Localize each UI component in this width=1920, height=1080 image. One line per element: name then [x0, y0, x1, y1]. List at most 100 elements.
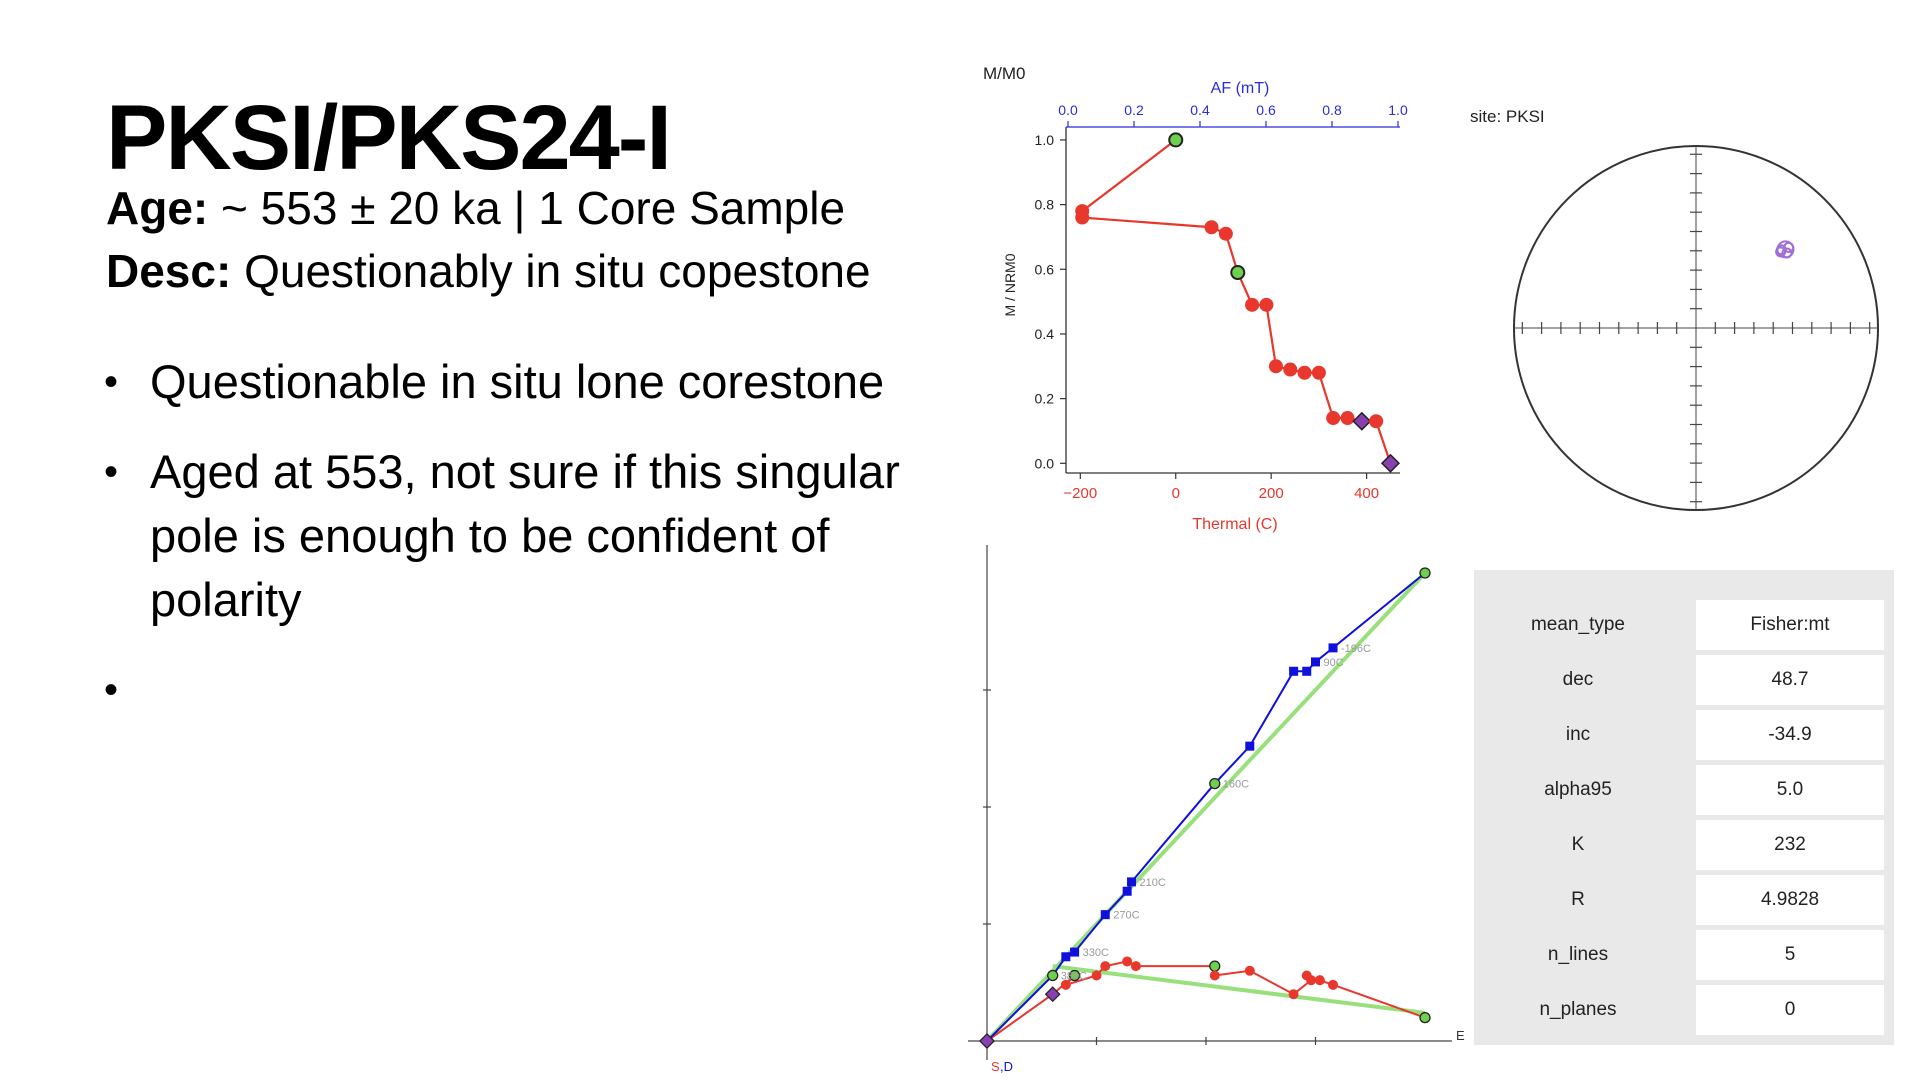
demag-point	[1297, 365, 1312, 380]
zij-horizontal-point	[1311, 657, 1320, 667]
zijderveld-plot: E S ,D 380C 330C 270C 210C 160C 90C -196C	[968, 545, 1465, 1074]
zij-vertical-point	[1244, 965, 1255, 976]
af-tick-label: 1.0	[1388, 102, 1408, 118]
demag-y-tick-label: 1.0	[1035, 132, 1055, 148]
stats-value: 5	[1696, 930, 1884, 980]
demag-point	[1369, 414, 1384, 429]
demag-y-tick-label: 0.4	[1035, 326, 1055, 342]
demag-point	[1268, 359, 1283, 374]
stereonet-direction	[1783, 241, 1795, 253]
af-tick-label: 0.0	[1058, 102, 1078, 118]
zij-fit-line	[1052, 964, 1426, 1015]
zij-horizontal-point-selected	[1419, 567, 1431, 579]
zij-vertical-point	[1100, 961, 1111, 972]
thermal-tick-label: −200	[1063, 485, 1097, 502]
stats-value: 232	[1696, 820, 1884, 870]
zij-vertical-point	[1301, 970, 1312, 981]
desc-line: Desc: Questionably in situ copestone	[106, 243, 871, 299]
zij-step-label: -196C	[1341, 643, 1371, 655]
zij-step-label: 380C	[1061, 970, 1087, 982]
thermal-axis-ticks: −200 0 200 400	[1063, 473, 1379, 502]
zij-vertical-point	[1130, 961, 1141, 972]
demag-point	[1259, 297, 1274, 312]
zij-step-label: 160C	[1223, 779, 1249, 791]
stereonet-crosshair	[1514, 146, 1878, 510]
desc-value: Questionably in situ copestone	[244, 245, 871, 297]
bullet-item: Questionable in situ lone corestone	[104, 350, 984, 414]
af-tick-label: 0.4	[1190, 102, 1210, 118]
stats-key: alpha95	[1544, 779, 1612, 800]
stats-row: K 232	[1474, 820, 1894, 875]
stats-row: n_planes 0	[1474, 985, 1894, 1040]
zij-fit-lines	[985, 571, 1427, 1043]
af-tick-label: 0.6	[1256, 102, 1276, 118]
stats-value: Fisher:mt	[1696, 600, 1884, 650]
zij-step-label: 210C	[1140, 877, 1166, 889]
demag-y-tick-label: 0.8	[1035, 197, 1055, 213]
zij-horizontal-point	[1127, 877, 1137, 887]
stats-key: dec	[1562, 669, 1594, 690]
demag-point-rejected	[1380, 453, 1401, 473]
stereonet-directions	[1775, 240, 1795, 259]
desc-label: Desc:	[106, 245, 232, 297]
af-axis-label: AF (mT)	[1211, 80, 1270, 97]
bullet-item: Aged at 553, not sure if this singular p…	[104, 440, 984, 632]
demag-point	[1218, 226, 1233, 241]
zij-axis-label-s: S	[991, 1059, 1000, 1074]
stats-key: R	[1571, 889, 1585, 910]
stats-table: mean_type Fisher:mt dec 48.7 inc -34.9 a…	[1474, 570, 1894, 1045]
zij-vertical-point	[1060, 979, 1071, 990]
stats-value: 4.9828	[1696, 875, 1884, 925]
zij-vertical-point	[1122, 956, 1133, 967]
zij-horizontal-point-rejected	[979, 1033, 995, 1049]
zij-horizontal-point	[1289, 666, 1299, 676]
demag-corner-label: M/M0	[983, 64, 1026, 83]
zij-vertical-point-selected	[1068, 969, 1081, 982]
demag-point	[1283, 362, 1298, 377]
demag-y-axis-label: M / NRM0	[1002, 253, 1018, 316]
demag-point-selected	[1168, 132, 1184, 148]
zij-horizontal-point	[1100, 910, 1110, 920]
zij-horizontal-point	[1328, 643, 1338, 653]
demag-point-rejected	[1352, 411, 1372, 431]
stats-row: R 4.9828	[1474, 875, 1894, 930]
af-axis-ticks: 0.0 0.2 0.4 0.6 0.8 1.0	[1058, 102, 1408, 127]
bullet-list: Questionable in situ lone corestone Aged…	[104, 350, 984, 748]
age-value: ~ 553 ± 20 ka | 1 Core Sample	[221, 182, 846, 234]
stats-value: -34.9	[1696, 710, 1884, 760]
slide-title: PKSI/PKS24-I	[106, 87, 672, 189]
bullet-item	[104, 658, 984, 722]
zij-horizontal-point	[1122, 886, 1132, 896]
demag-y-tick-label: 0.0	[1035, 455, 1055, 471]
demag-y-tick-label: 0.2	[1035, 391, 1055, 407]
zij-vertical-point	[1091, 970, 1102, 981]
zij-vertical-point	[1288, 989, 1299, 1000]
demag-y-axis-ticks: 0.0 0.2 0.4 0.6 0.8 1.0	[1035, 132, 1066, 471]
demag-point	[1311, 365, 1326, 380]
stats-key: n_lines	[1547, 944, 1609, 965]
stats-row: alpha95 5.0	[1474, 765, 1894, 820]
demag-point	[1204, 220, 1219, 235]
age-line: Age: ~ 553 ± 20 ka | 1 Core Sample	[106, 180, 845, 236]
zij-horizontal-point	[1302, 666, 1312, 676]
stereonet-direction	[1781, 247, 1793, 259]
demag-point	[1245, 297, 1260, 312]
demag-point	[1340, 411, 1355, 426]
stats-value: 0	[1696, 985, 1884, 1035]
zij-fit-line	[985, 571, 1427, 1043]
zij-axis-label-d: ,D	[1000, 1059, 1013, 1074]
demag-point-selected	[1230, 265, 1246, 281]
zij-horizontal-point	[1070, 947, 1080, 957]
zij-horizontal-point	[1245, 741, 1255, 751]
stats-key: K	[1571, 834, 1585, 855]
stereonet-direction	[1775, 246, 1787, 258]
demag-series	[1075, 132, 1401, 473]
thermal-tick-label: 200	[1259, 485, 1284, 502]
zij-step-label: 270C	[1113, 910, 1139, 922]
zij-vertical-point	[1314, 975, 1325, 986]
demag-y-tick-label: 0.6	[1035, 261, 1055, 277]
zij-vertical-point-rejected	[1044, 986, 1061, 1003]
zij-axis-label-e: E	[1456, 1028, 1465, 1043]
thermal-tick-label: 400	[1354, 485, 1379, 502]
stats-key: n_planes	[1539, 999, 1617, 1020]
